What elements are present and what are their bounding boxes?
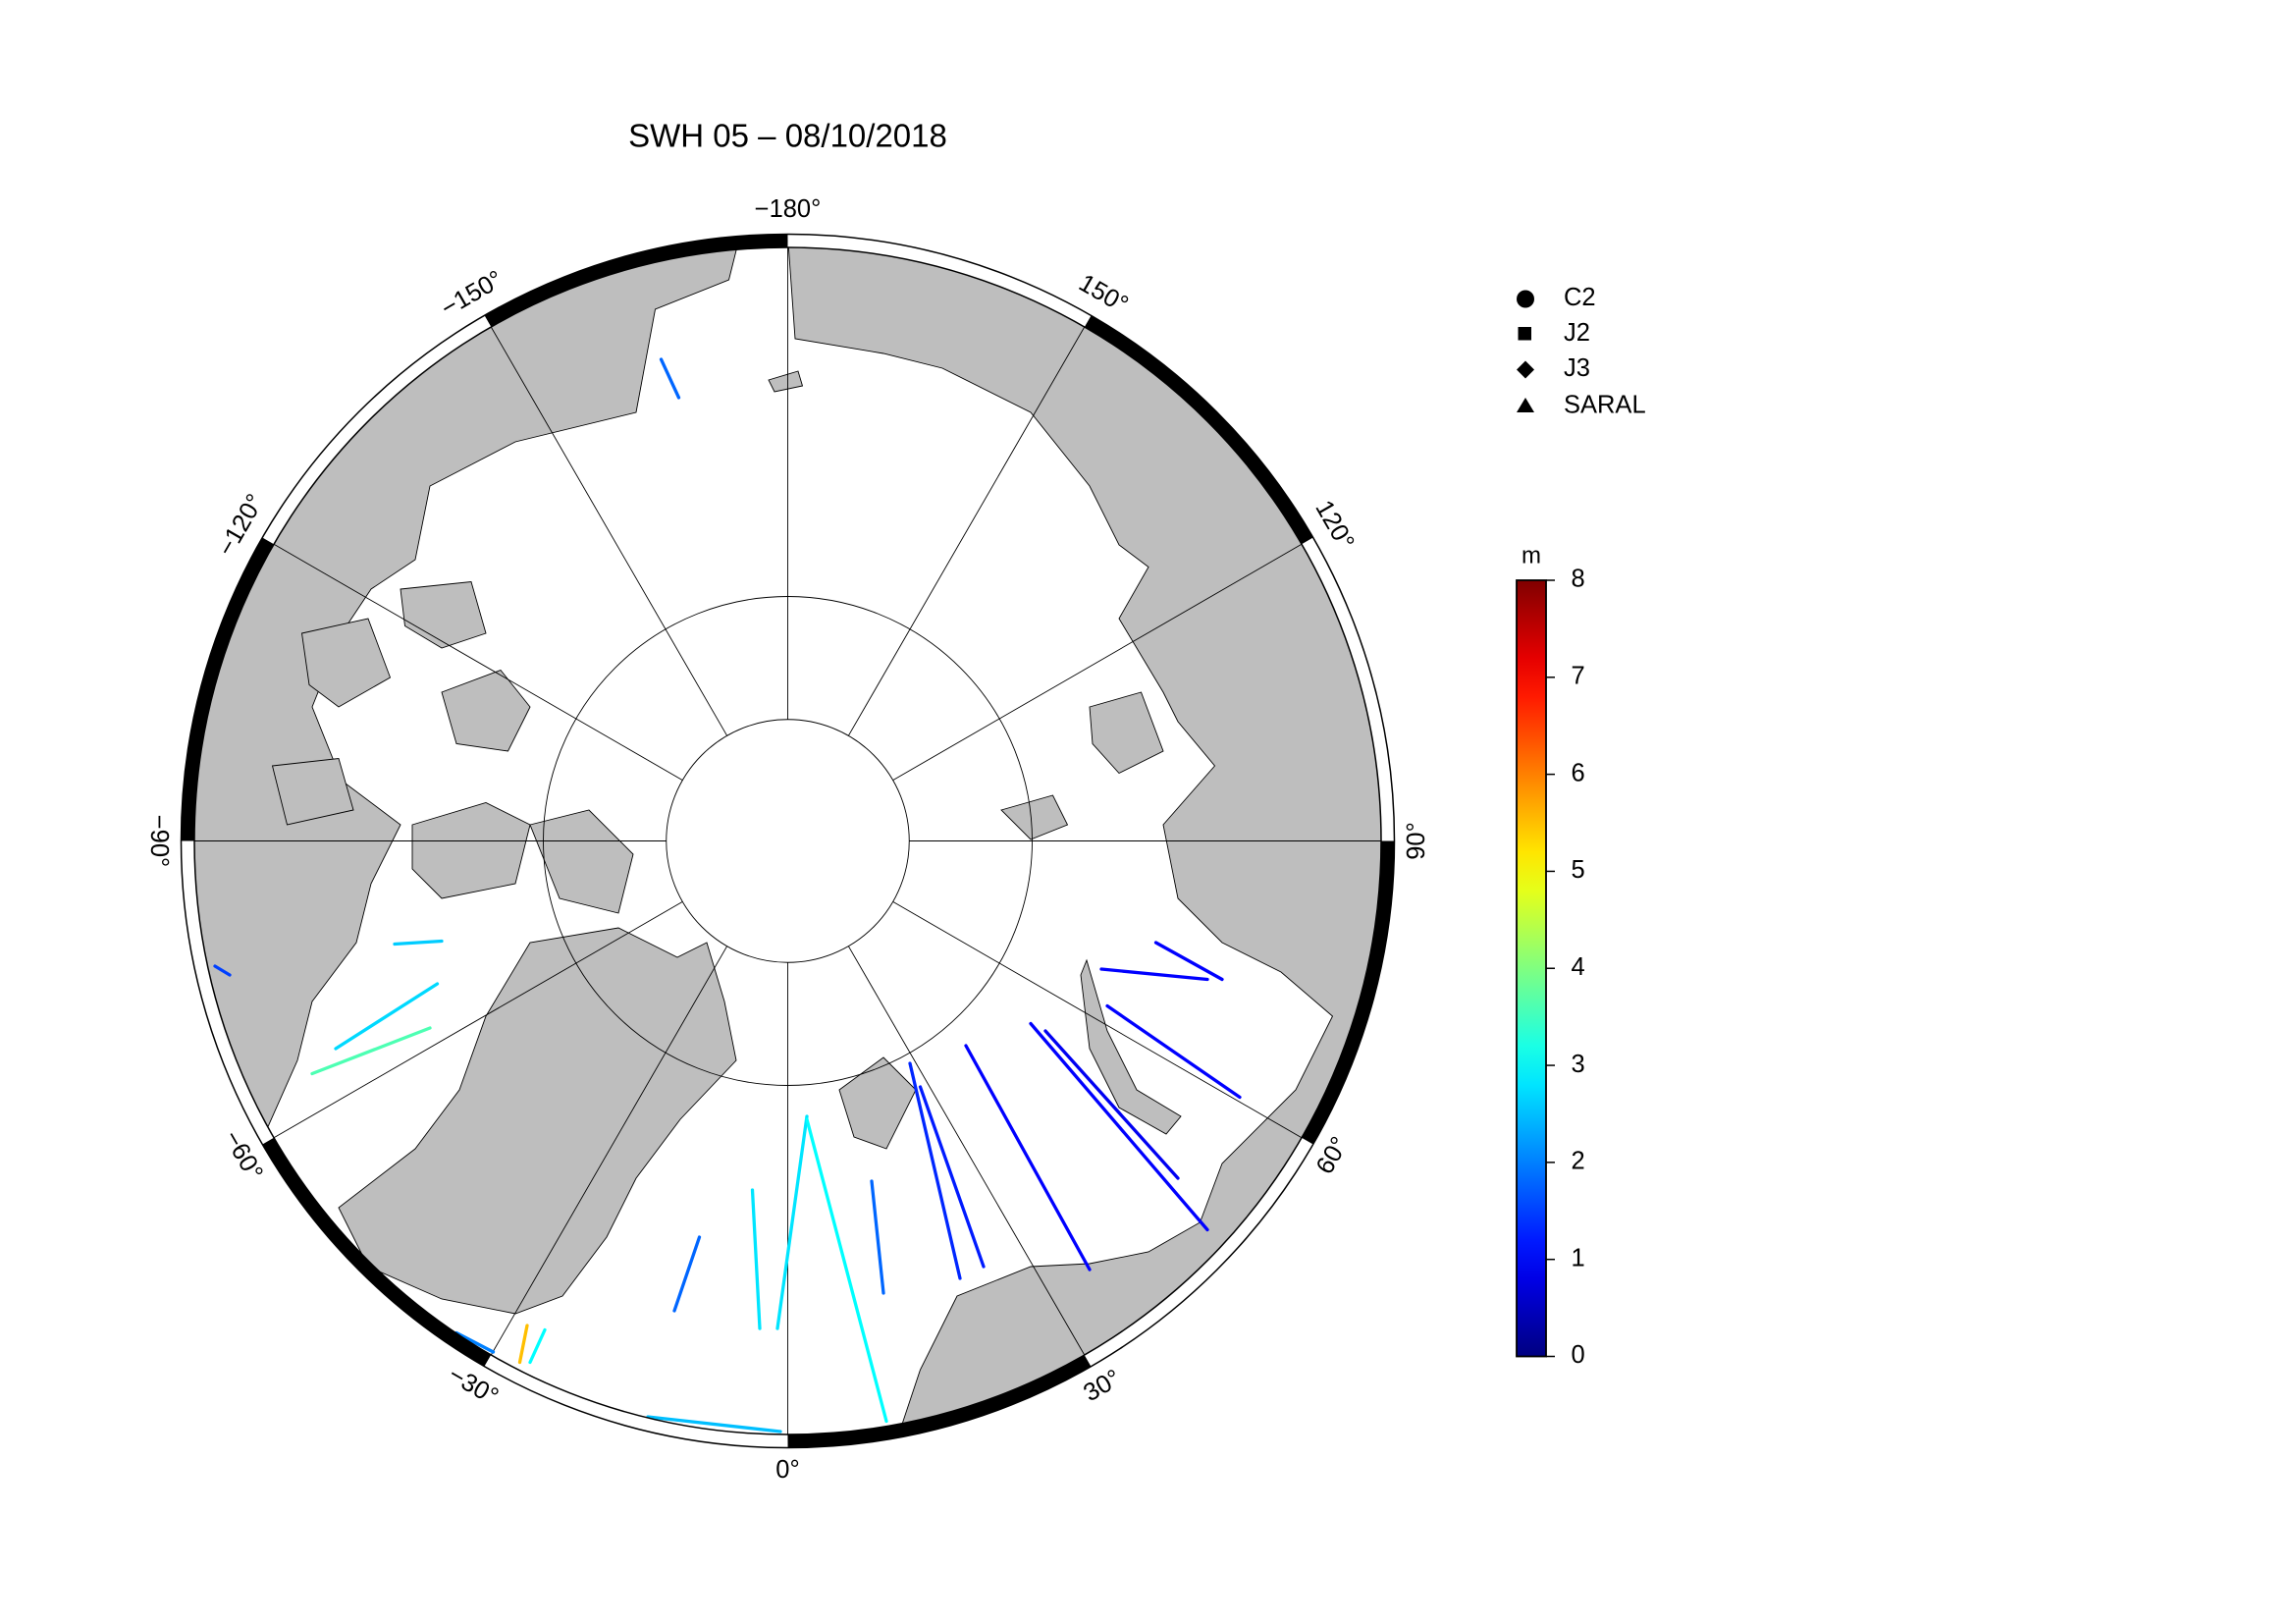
island <box>529 809 634 914</box>
frame-segment <box>787 1354 1092 1448</box>
franz-josef <box>1000 794 1069 840</box>
track <box>517 1324 529 1365</box>
legend-label: J3 <box>1564 354 1590 382</box>
meridian <box>892 900 1303 1139</box>
legend: C2 J2 J3 SARAL <box>1517 284 1646 419</box>
longitude-label: −180° <box>755 195 822 223</box>
legend-label: J2 <box>1564 319 1590 347</box>
track <box>454 1330 496 1354</box>
frame-segment <box>181 537 275 841</box>
frame-edge <box>193 246 1382 1435</box>
colorbar-tick-label: 6 <box>1572 759 1585 786</box>
legend-marker <box>1518 327 1532 341</box>
colorbar-tick-label: 7 <box>1572 663 1585 690</box>
svalbard <box>838 1056 917 1150</box>
graticule <box>194 247 1382 1434</box>
severnaya-zemlya <box>1089 691 1164 775</box>
track <box>775 1114 809 1330</box>
track <box>964 1044 1092 1271</box>
track <box>918 1085 986 1269</box>
longitude-label: 30° <box>1079 1365 1125 1408</box>
frame-edge <box>180 233 1396 1449</box>
frame-segment <box>262 315 492 545</box>
track <box>334 982 440 1051</box>
colorbar-tick-label: 5 <box>1572 856 1585 884</box>
tracks <box>213 357 1242 1434</box>
island <box>271 758 354 826</box>
meridian <box>490 326 728 736</box>
wrangel <box>768 370 804 393</box>
track <box>213 964 232 977</box>
legend-marker <box>1517 360 1535 379</box>
meridian <box>892 543 1303 782</box>
track <box>870 1179 885 1295</box>
track <box>1099 967 1209 982</box>
colorbar: m 0 1 2 3 4 5 6 7 8 <box>1516 542 1585 1369</box>
legend-marker <box>1517 398 1535 412</box>
frame-segment <box>1084 1137 1313 1367</box>
frame-segment <box>181 840 275 1145</box>
colorbar-tick-label: 2 <box>1572 1148 1585 1175</box>
colorbar-tick-label: 8 <box>1572 566 1585 593</box>
greenland <box>338 927 737 1315</box>
island <box>441 669 531 752</box>
island <box>300 618 392 708</box>
track <box>528 1327 547 1365</box>
frame-segment <box>1301 537 1395 841</box>
longitude-label: 90° <box>1403 822 1430 860</box>
legend-label: C2 <box>1564 284 1596 311</box>
track <box>672 1235 702 1313</box>
colorbar-tick-label: 0 <box>1572 1341 1585 1369</box>
track <box>393 939 444 947</box>
legend-marker <box>1517 290 1535 308</box>
frame <box>180 233 1396 1449</box>
meridian <box>847 326 1086 736</box>
track <box>1043 1029 1180 1180</box>
colorbar-unit: m <box>1522 542 1541 568</box>
track <box>750 1188 762 1330</box>
track <box>646 1415 782 1434</box>
meridian <box>273 543 683 782</box>
title: SWH 05 – 08/10/2018 <box>628 118 947 154</box>
meridian <box>490 946 728 1356</box>
longitude-label: 60° <box>1311 1132 1355 1178</box>
frame-segment <box>1084 315 1313 545</box>
track <box>310 1026 432 1076</box>
colorbar-bar <box>1516 579 1547 1358</box>
novaya-zemlya <box>1080 958 1182 1135</box>
legend-label: SARAL <box>1564 392 1646 419</box>
track <box>659 357 681 400</box>
island <box>411 802 531 899</box>
longitude-label: 0° <box>775 1456 799 1484</box>
frame-segment <box>787 234 1092 328</box>
frame-segment <box>262 1137 492 1367</box>
track <box>1153 941 1224 982</box>
colorbar-tick-label: 3 <box>1572 1051 1585 1078</box>
longitude-label: −90° <box>145 815 173 867</box>
meridian <box>273 900 683 1139</box>
frame-segment <box>484 1354 788 1448</box>
colorbar-tick-label: 4 <box>1572 953 1585 981</box>
frame-segment <box>484 234 788 328</box>
track <box>1105 1003 1242 1100</box>
track <box>908 1061 962 1280</box>
track <box>805 1117 888 1424</box>
colorbar-tick-label: 1 <box>1572 1244 1585 1271</box>
frame-segment <box>1301 840 1395 1145</box>
meridian <box>847 946 1086 1356</box>
track <box>1029 1021 1209 1232</box>
